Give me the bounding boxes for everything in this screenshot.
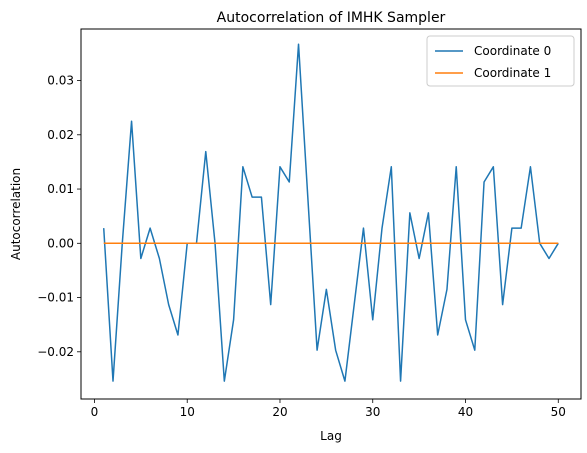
y-tick-label: −0.01 — [37, 291, 74, 305]
x-tick-label: 30 — [365, 405, 380, 419]
x-tick-label: 0 — [91, 405, 99, 419]
axes-frame — [80, 28, 582, 400]
y-tick-label: 0.01 — [47, 182, 74, 196]
y-tick-label: −0.02 — [37, 345, 74, 359]
series-line-0 — [102, 43, 559, 382]
x-axis-ticks: 0 10 20 30 40 50 — [91, 399, 566, 419]
y-tick-label: 0.02 — [47, 128, 74, 142]
chart-title: Autocorrelation of IMHK Sampler — [217, 10, 446, 26]
y-axis-label: Autocorrelation — [9, 168, 23, 260]
plot-area — [102, 43, 559, 382]
x-tick-label: 10 — [180, 405, 195, 419]
y-axis-ticks: −0.02 −0.01 0.00 0.01 0.02 0.03 — [37, 74, 81, 359]
x-tick-label: 40 — [458, 405, 473, 419]
x-axis-label: Lag — [320, 429, 342, 443]
y-tick-label: 0.03 — [47, 74, 74, 88]
legend-label-0: Coordinate 0 — [474, 44, 551, 58]
legend-label-1: Coordinate 1 — [474, 66, 551, 80]
y-tick-label: 0.00 — [47, 236, 74, 250]
legend-box — [426, 35, 575, 87]
x-tick-label: 50 — [551, 405, 566, 419]
legend: Coordinate 0 Coordinate 1 — [426, 35, 575, 87]
x-tick-label: 20 — [272, 405, 287, 419]
